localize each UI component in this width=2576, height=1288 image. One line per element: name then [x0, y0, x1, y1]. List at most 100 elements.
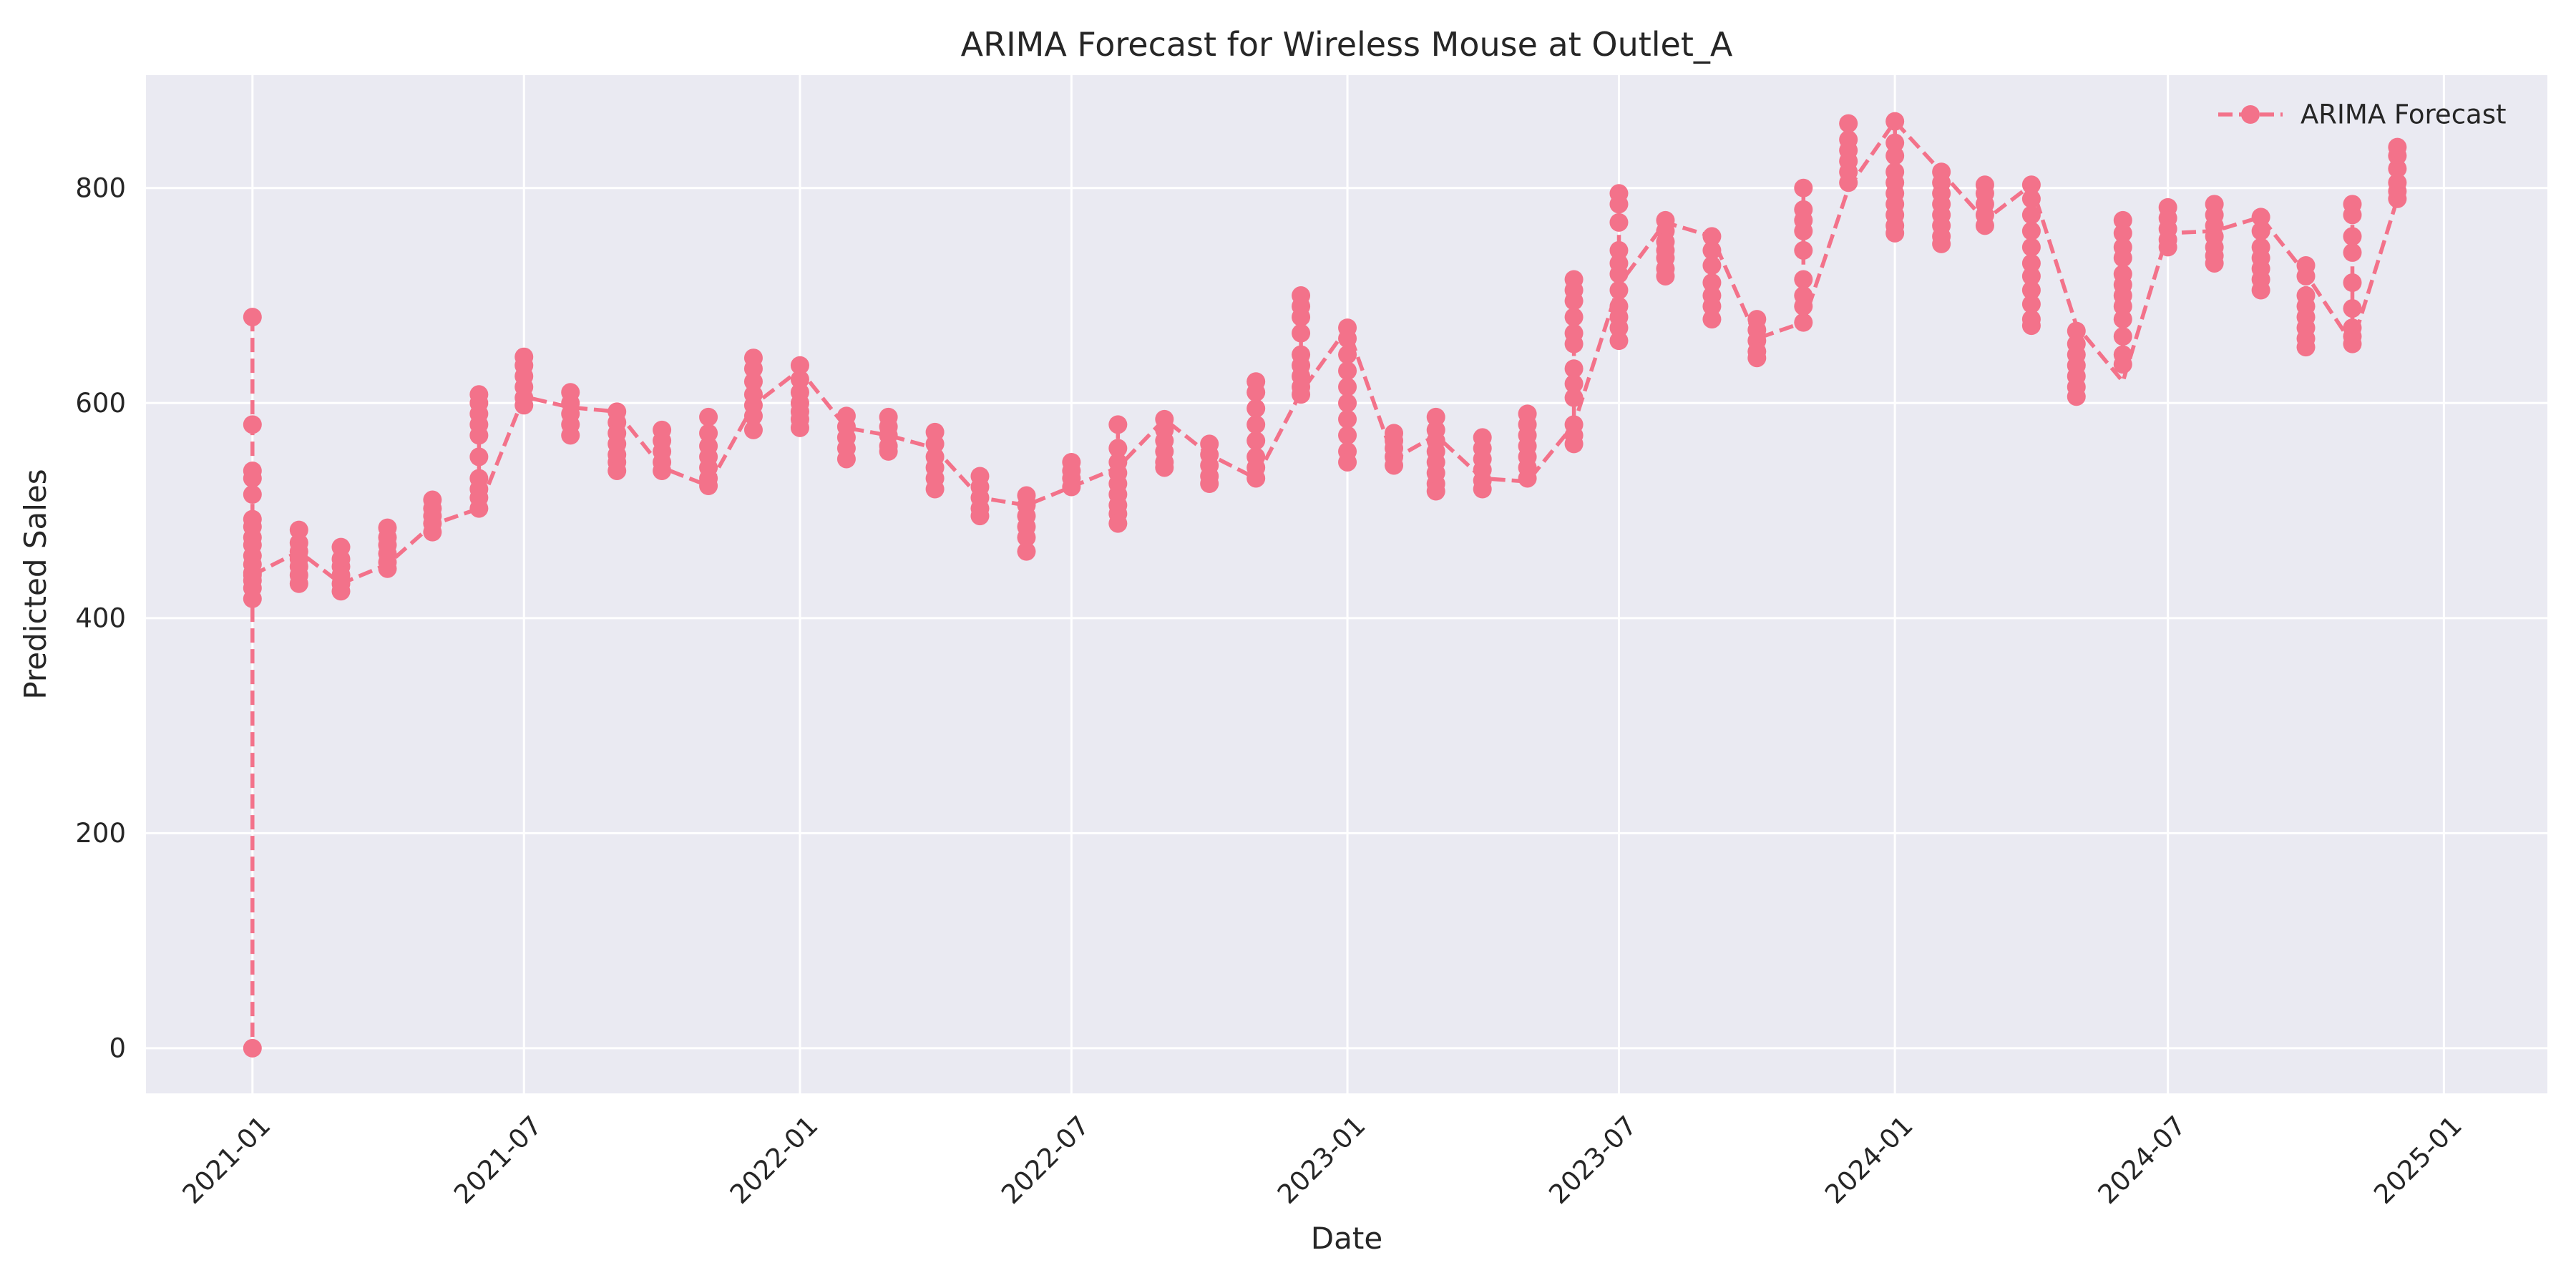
forecast-point [1246, 399, 1266, 418]
forecast-point [790, 356, 809, 375]
forecast-point [2113, 297, 2132, 316]
forecast-point [378, 559, 397, 578]
forecast-point [2113, 223, 2132, 243]
forecast-point [925, 434, 945, 454]
forecast-point [1609, 195, 1629, 214]
forecast-point [1338, 426, 1357, 445]
forecast-point [243, 1038, 262, 1058]
forecast-point [2113, 310, 2132, 329]
forecast-point [2296, 338, 2316, 357]
forecast-point [1246, 469, 1266, 488]
forecast-point [1747, 348, 1767, 368]
forecast-point [2158, 238, 2177, 257]
forecast-point [1246, 383, 1266, 402]
forecast-point [1839, 114, 1858, 133]
forecast-point [2021, 238, 2041, 257]
forecast-point [2113, 327, 2132, 346]
forecast-point [1702, 240, 1722, 260]
y-tick-label: 600 [75, 388, 126, 419]
forecast-point [1932, 234, 1951, 253]
forecast-point [1609, 331, 1629, 351]
forecast-point [1564, 291, 1584, 311]
forecast-point [1885, 112, 1905, 131]
forecast-point [1609, 240, 1629, 260]
forecast-point [2021, 280, 2041, 300]
forecast-point [699, 407, 718, 426]
forecast-point [2067, 387, 2086, 406]
forecast-point [1426, 482, 1445, 501]
forecast-point [1062, 477, 1081, 497]
legend-marker-swatch [2241, 105, 2260, 124]
forecast-point [2388, 159, 2407, 178]
forecast-point [2021, 266, 2041, 286]
forecast-point [2251, 221, 2270, 240]
forecast-point [1292, 385, 1311, 404]
forecast-point [1426, 407, 1445, 426]
forecast-point [1794, 178, 1813, 197]
legend-label: ARIMA Forecast [2301, 99, 2507, 130]
forecast-point [1702, 273, 1722, 293]
forecast-point [743, 359, 763, 379]
forecast-point [243, 589, 262, 608]
forecast-point [2343, 273, 2362, 293]
forecast-point [1794, 270, 1813, 289]
forecast-point [1794, 297, 1813, 316]
forecast-point [469, 447, 489, 467]
forecast-point [1564, 374, 1584, 394]
forecast-point [1108, 415, 1128, 434]
forecast-point [1885, 133, 1905, 152]
y-tick-label: 200 [75, 818, 126, 849]
forecast-point [1564, 388, 1584, 407]
forecast-point [653, 461, 672, 480]
forecast-point [2021, 205, 2041, 225]
forecast-point [743, 372, 763, 391]
forecast-point [2388, 146, 2407, 165]
forecast-point [1794, 313, 1813, 332]
forecast-point [2021, 295, 2041, 314]
forecast-point [2113, 355, 2132, 374]
forecast-point [243, 308, 262, 327]
forecast-point [1702, 297, 1722, 316]
forecast-point [331, 582, 351, 601]
y-axis-label: Predicted Sales [18, 469, 53, 699]
forecast-point [469, 426, 489, 445]
forecast-point [2296, 266, 2316, 286]
forecast-point [1108, 439, 1128, 458]
forecast-point [1564, 359, 1584, 379]
forecast-point [743, 420, 763, 439]
forecast-point [1017, 542, 1036, 561]
forecast-point [1839, 173, 1858, 192]
forecast-point [2021, 221, 2041, 240]
forecast-point [1338, 394, 1357, 413]
forecast-point [608, 461, 627, 480]
forecast-point [1609, 280, 1629, 300]
forecast-point [1200, 474, 1219, 494]
forecast-point [925, 479, 945, 499]
forecast-point [1338, 377, 1357, 396]
forecast-point [2067, 321, 2086, 341]
y-tick-label: 0 [109, 1033, 126, 1063]
forecast-point [243, 565, 262, 585]
forecast-point [790, 370, 809, 389]
forecast-point [879, 441, 898, 461]
forecast-point [2021, 316, 2041, 336]
forecast-point [1702, 227, 1722, 246]
forecast-point [1338, 452, 1357, 472]
forecast-point [1338, 361, 1357, 381]
forecast-point [699, 477, 718, 496]
forecast-point [2343, 243, 2362, 262]
forecast-point [1794, 240, 1813, 260]
y-tick-label: 800 [75, 172, 126, 203]
forecast-point [2343, 227, 2362, 246]
forecast-point [1702, 310, 1722, 329]
forecast-point [836, 449, 856, 469]
forecast-point [1518, 469, 1537, 488]
forecast-point [1975, 216, 1994, 235]
forecast-point [1885, 223, 1905, 243]
forecast-point [243, 469, 262, 488]
forecast-point [1609, 264, 1629, 283]
forecast-point [243, 415, 262, 434]
forecast-point [1155, 458, 1174, 477]
forecast-point [1564, 434, 1584, 454]
